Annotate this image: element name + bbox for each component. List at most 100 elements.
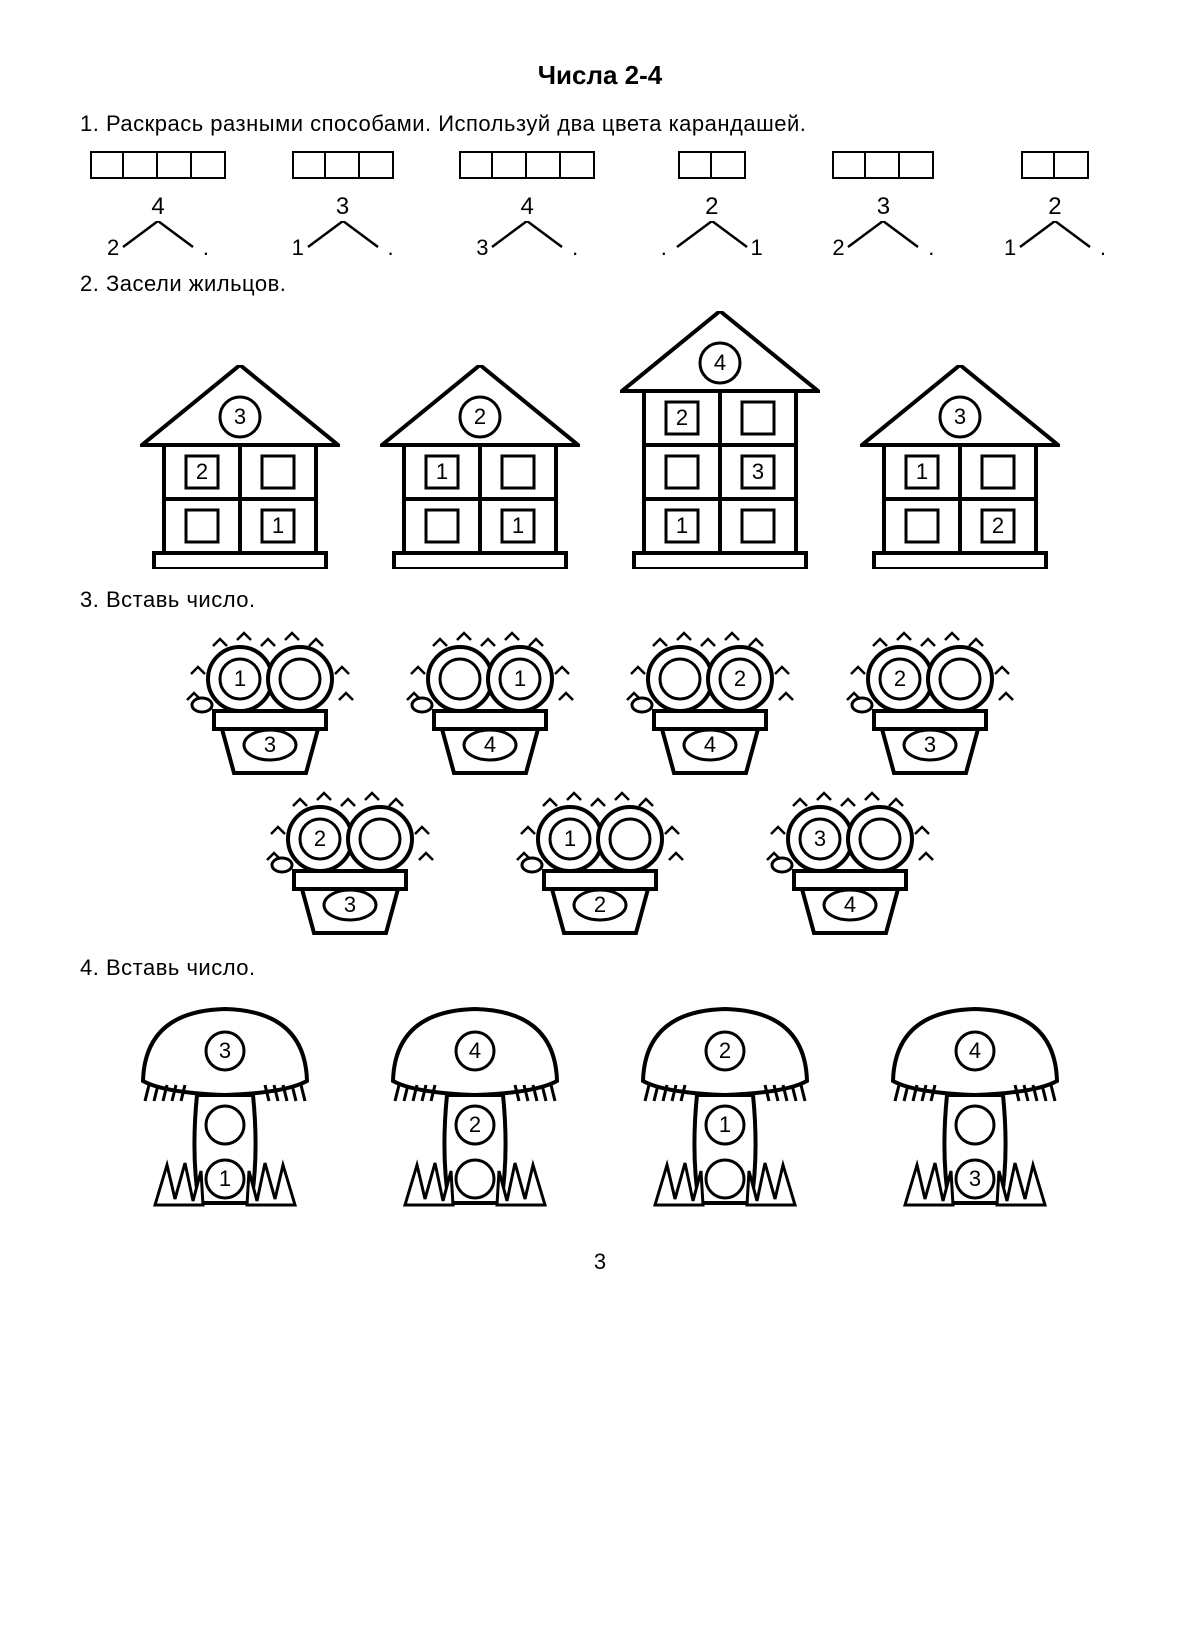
- bond-top: 4: [521, 193, 534, 221]
- bond-lines-icon: [288, 221, 398, 251]
- cactus-pot: 23: [260, 787, 440, 937]
- task3-row1: 13142423: [180, 627, 1020, 777]
- color-box: [90, 151, 124, 179]
- house-window-number: 1: [666, 510, 698, 542]
- box-strip: [1021, 151, 1089, 179]
- cactus-left-number: 2: [880, 659, 920, 699]
- task2-prompt: 2. Засели жильцов.: [80, 271, 1120, 297]
- bond-left: 2: [832, 235, 844, 261]
- color-box: [493, 151, 527, 179]
- task1-item: 2 . 1: [657, 151, 767, 253]
- cactus-pot: 14: [400, 627, 580, 777]
- mushroom-top-number: 3: [206, 1032, 244, 1070]
- color-box: [832, 151, 866, 179]
- mushroom-mid-number: [956, 1106, 994, 1144]
- bond-lines-icon: [828, 221, 938, 251]
- house: 211: [380, 365, 580, 569]
- page-title: Числа 2-4: [80, 60, 1120, 91]
- mushroom-bot-number: 3: [956, 1160, 994, 1198]
- color-box: [1021, 151, 1055, 179]
- task1-item: 3 2 .: [828, 151, 938, 253]
- box-strip: [292, 151, 394, 179]
- color-box: [192, 151, 226, 179]
- house-roof-number: 3: [940, 397, 980, 437]
- cactus-right-number: 2: [720, 659, 760, 699]
- cactus-right-number: [610, 819, 650, 859]
- color-box: [866, 151, 900, 179]
- cactus-pot: 23: [840, 627, 1020, 777]
- color-box: [900, 151, 934, 179]
- bond-left: 1: [292, 235, 304, 261]
- cactus-pot-number: 3: [324, 890, 376, 920]
- bond-left: 3: [476, 235, 488, 261]
- cactus-pot-number: 2: [574, 890, 626, 920]
- house-window-number: [666, 456, 698, 488]
- mushroom: 43: [875, 995, 1075, 1225]
- color-box: [561, 151, 595, 179]
- mushroom-mid-number: 1: [706, 1106, 744, 1144]
- cactus-right-number: [860, 819, 900, 859]
- house-icon: [380, 365, 580, 569]
- task3-row2: 23 12 3 4: [260, 787, 940, 937]
- mushroom-mid-number: 2: [456, 1106, 494, 1144]
- mushroom-bot-number: [706, 1160, 744, 1198]
- house: 321: [140, 365, 340, 569]
- cactus-pot-number: 4: [684, 730, 736, 760]
- mushroom: 31: [125, 995, 325, 1225]
- mushroom-bot-number: [456, 1160, 494, 1198]
- color-box: [459, 151, 493, 179]
- cactus-right-number: [360, 819, 400, 859]
- bond-lines-icon: [1000, 221, 1110, 251]
- cactus-pot-number: 3: [904, 730, 956, 760]
- bond-right: .: [387, 235, 393, 261]
- bond-left: 1: [1004, 235, 1016, 261]
- cactus-pot: 12: [510, 787, 690, 937]
- color-box: [326, 151, 360, 179]
- number-bond: 2 1 .: [1000, 193, 1110, 253]
- bond-top: 4: [151, 193, 164, 221]
- mushroom-mid-number: [206, 1106, 244, 1144]
- cactus-pot: 24: [620, 627, 800, 777]
- mushroom: 42: [375, 995, 575, 1225]
- cactus-pot-number: 4: [464, 730, 516, 760]
- bond-top: 3: [336, 193, 349, 221]
- house-window-number: 1: [426, 456, 458, 488]
- mushroom-bot-number: 1: [206, 1160, 244, 1198]
- cactus-left-number: 1: [220, 659, 260, 699]
- box-strip: [832, 151, 934, 179]
- mushroom-top-number: 4: [956, 1032, 994, 1070]
- house-icon: [860, 365, 1060, 569]
- cactus-pot-number: 4: [824, 890, 876, 920]
- task1-row: 4 2 . 3 1 . 4 3 . 2: [80, 151, 1120, 253]
- bond-right: .: [1100, 235, 1106, 261]
- number-bond: 3 2 .: [828, 193, 938, 253]
- house-window-number: [982, 456, 1014, 488]
- bond-left: .: [661, 235, 667, 261]
- box-strip: [678, 151, 746, 179]
- mushroom: 21: [625, 995, 825, 1225]
- house-window-number: 2: [186, 456, 218, 488]
- house-window-number: [742, 510, 774, 542]
- color-box: [158, 151, 192, 179]
- box-strip: [90, 151, 226, 179]
- task4-row: 31422143: [80, 995, 1120, 1225]
- house-window-number: [186, 510, 218, 542]
- box-strip: [459, 151, 595, 179]
- task4-prompt: 4. Вставь число.: [80, 955, 1120, 981]
- task1-item: 4 2 .: [90, 151, 226, 253]
- bond-lines-icon: [472, 221, 582, 251]
- bond-right: .: [203, 235, 209, 261]
- cactus-pot: 13: [180, 627, 360, 777]
- house-window-number: 3: [742, 456, 774, 488]
- house-window-number: 1: [906, 456, 938, 488]
- cactus-right-number: [280, 659, 320, 699]
- cactus-right-number: [940, 659, 980, 699]
- task3-prompt: 3. Вставь число.: [80, 587, 1120, 613]
- task1-item: 4 3 .: [459, 151, 595, 253]
- color-box: [124, 151, 158, 179]
- house-window-number: [426, 510, 458, 542]
- number-bond: 4 3 .: [472, 193, 582, 253]
- color-box: [712, 151, 746, 179]
- cactus-pot-number: 3: [244, 730, 296, 760]
- color-box: [360, 151, 394, 179]
